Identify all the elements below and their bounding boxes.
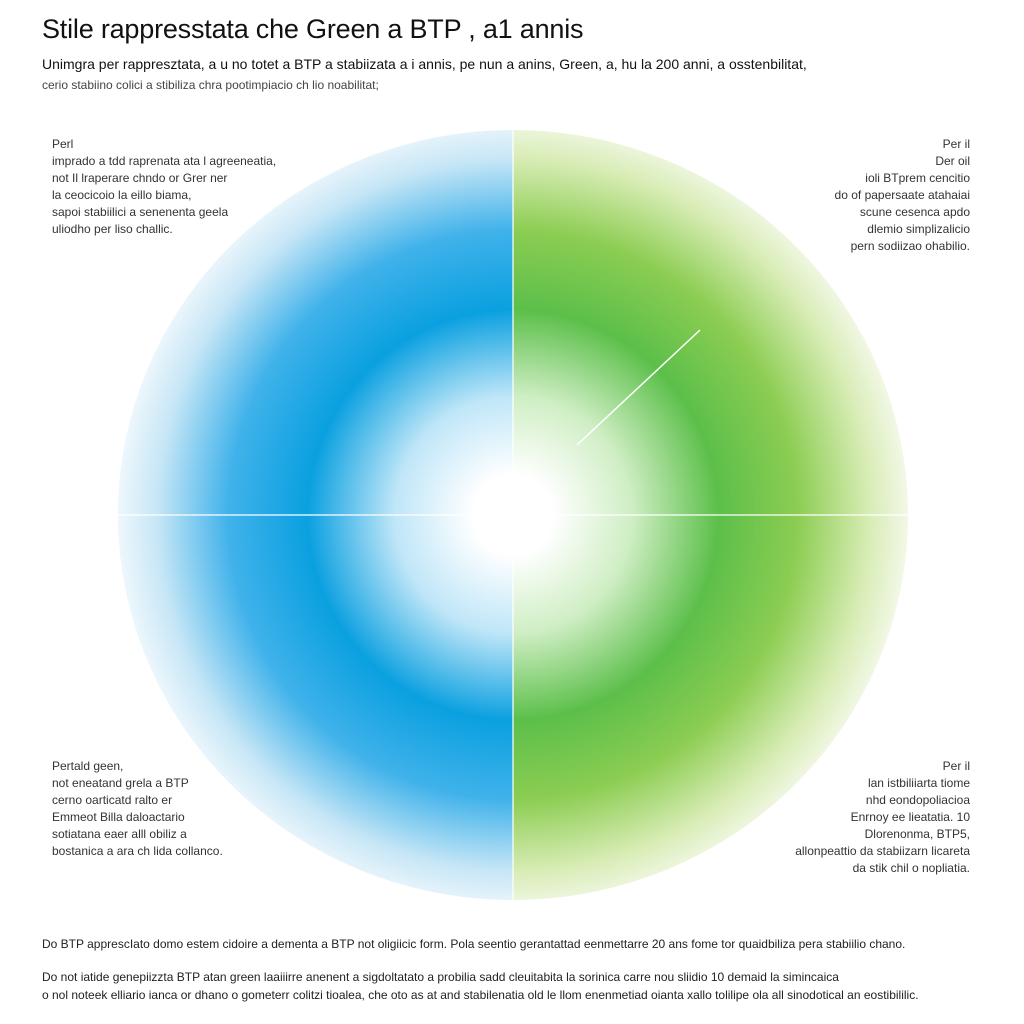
note-line: lan istbiliiarta tiome xyxy=(867,776,970,790)
note-bottom-right: Per il lan istbiliiarta tiome nhd eondop… xyxy=(795,758,970,877)
note-line: uliodho per liso challic. xyxy=(52,222,173,236)
note-line: Perl xyxy=(52,137,74,151)
btp-circle-diagram xyxy=(118,130,912,900)
note-line: not Il lraperare chndo or Grer ner xyxy=(52,171,228,185)
note-line: do of papersaate atahaiai xyxy=(834,188,970,202)
page-subtitle-secondary: cerio stabiino colici a stibiliza chra p… xyxy=(42,78,379,92)
note-top-right: Per il Der oil ioli BTprem cencitio do o… xyxy=(835,136,970,255)
note-line: allonpeattio da stabiizarn licareta xyxy=(795,844,970,858)
note-line: pern sodiizao ohabilio. xyxy=(850,239,970,253)
note-line: not eneatand grela a BTP xyxy=(52,776,189,790)
note-line: Per il xyxy=(942,137,970,151)
note-line: sapoi stabiilici a senenenta geela xyxy=(52,205,229,219)
note-line: scune cesenca apdo xyxy=(859,205,970,219)
note-line: Per il xyxy=(942,759,970,773)
note-bottom-left: Pertald geen, not eneatand grela a BTP c… xyxy=(52,758,223,860)
footer-line-2: Do not iatide genepiizzta BTP atan green… xyxy=(42,970,839,984)
note-line: cerno oarticatd ralto er xyxy=(52,793,173,807)
note-line: Enrnoy ee lieatatia. 10 xyxy=(850,810,970,824)
page-title: Stile rappresstata che Green a BTP , a1 … xyxy=(42,14,584,44)
pointer-line xyxy=(576,329,701,446)
note-line: Dlorenonma, BTP5, xyxy=(864,827,970,841)
footer-line-3: o nol noteek elliario ianca or dhano o g… xyxy=(42,988,919,1002)
note-line: nhd eondopoliacioa xyxy=(865,793,970,807)
note-line: sotiatana eaer alll obiliz a xyxy=(52,827,187,841)
note-line: ioli BTprem cencitio xyxy=(865,171,970,185)
page-subtitle: Unimgra per rappresztata, a u no totet a… xyxy=(42,56,807,72)
note-line: la ceocicoio la eillo biama, xyxy=(52,188,192,202)
note-top-left: Perl imprado a tdd raprenata ata l agree… xyxy=(52,136,276,238)
circle-graphic xyxy=(118,130,908,900)
note-line: Pertald geen, xyxy=(52,759,124,773)
note-line: Emmeot Billa daloactario xyxy=(52,810,185,824)
note-line: Der oil xyxy=(935,154,970,168)
note-line: bostanica a ara ch lida collanco. xyxy=(52,844,223,858)
footer-line-1: Do BTP apprescIato domo estem cidoire a … xyxy=(42,937,906,951)
note-line: dlemio simplizalicio xyxy=(867,222,970,236)
note-line: da stik chil o nopliatia. xyxy=(852,861,970,875)
note-line: imprado a tdd raprenata ata l agreeneati… xyxy=(52,154,277,168)
